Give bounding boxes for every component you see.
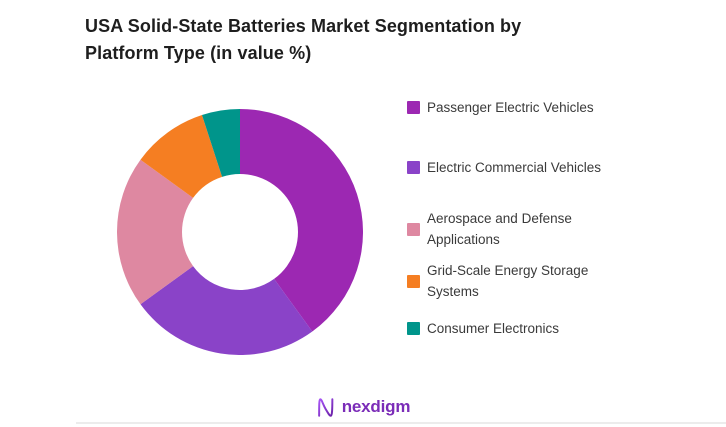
donut-segment-3[interactable] (117, 159, 194, 305)
legend-swatch-icon (407, 101, 420, 114)
legend-swatch-icon (407, 222, 420, 236)
legend-label: Aerospace and Defense Applications (427, 211, 572, 247)
legend-item-4[interactable]: Grid-Scale Energy Storage Systems (407, 260, 637, 302)
legend-swatch-icon (407, 322, 420, 335)
donut-segment-1[interactable] (240, 109, 363, 332)
legend-swatch-icon (407, 274, 420, 288)
nexdigm-logo[interactable]: nexdigm (316, 396, 411, 418)
legend: Passenger Electric Vehicles Electric Comm… (407, 97, 637, 339)
donut-segment-2[interactable] (140, 266, 313, 355)
legend-item-2[interactable]: Electric Commercial Vehicles (407, 157, 637, 178)
nexdigm-logo-icon (318, 398, 334, 417)
legend-label: Electric Commercial Vehicles (427, 160, 602, 175)
footer-divider (76, 422, 726, 424)
legend-label: Passenger Electric Vehicles (427, 100, 594, 115)
donut-segment-5[interactable] (201, 109, 240, 177)
legend-swatch-icon (407, 161, 420, 174)
donut-segment-4[interactable] (140, 115, 223, 198)
legend-label: Grid-Scale Energy Storage Systems (427, 263, 589, 299)
donut-chart (117, 109, 363, 355)
legend-item-3[interactable]: Aerospace and Defense Applications (407, 208, 637, 250)
chart-title: USA Solid-State Batteries Market Segment… (85, 16, 522, 63)
legend-label: Consumer Electronics (427, 321, 560, 336)
legend-item-5[interactable]: Consumer Electronics (407, 318, 637, 339)
legend-item-1[interactable]: Passenger Electric Vehicles (407, 97, 637, 118)
nexdigm-logo-text: nexdigm (341, 397, 411, 416)
